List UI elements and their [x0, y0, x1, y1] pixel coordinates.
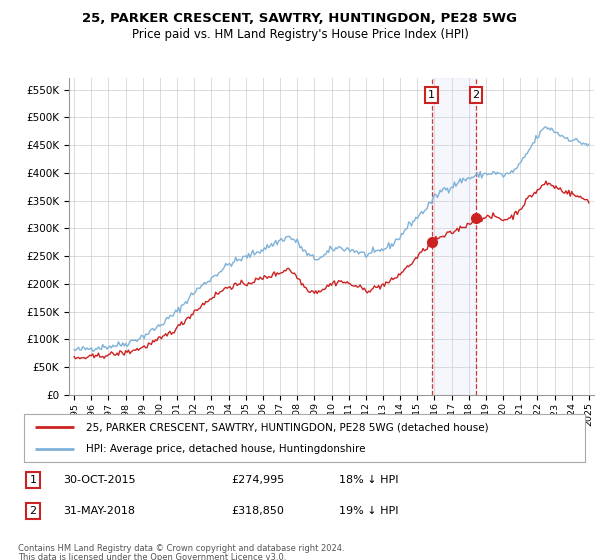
Text: 19% ↓ HPI: 19% ↓ HPI	[339, 506, 398, 516]
Text: This data is licensed under the Open Government Licence v3.0.: This data is licensed under the Open Gov…	[18, 553, 286, 560]
Text: Price paid vs. HM Land Registry's House Price Index (HPI): Price paid vs. HM Land Registry's House …	[131, 28, 469, 41]
Text: 25, PARKER CRESCENT, SAWTRY, HUNTINGDON, PE28 5WG: 25, PARKER CRESCENT, SAWTRY, HUNTINGDON,…	[83, 12, 517, 25]
Text: £274,995: £274,995	[231, 475, 284, 485]
Text: Contains HM Land Registry data © Crown copyright and database right 2024.: Contains HM Land Registry data © Crown c…	[18, 544, 344, 553]
Text: 2: 2	[29, 506, 37, 516]
Text: 25, PARKER CRESCENT, SAWTRY, HUNTINGDON, PE28 5WG (detached house): 25, PARKER CRESCENT, SAWTRY, HUNTINGDON,…	[86, 422, 488, 432]
Text: 1: 1	[29, 475, 37, 485]
Text: HPI: Average price, detached house, Huntingdonshire: HPI: Average price, detached house, Hunt…	[86, 444, 365, 454]
Text: 30-OCT-2015: 30-OCT-2015	[63, 475, 136, 485]
Bar	[431, 78, 476, 395]
Text: £318,850: £318,850	[231, 506, 284, 516]
Text: 18% ↓ HPI: 18% ↓ HPI	[339, 475, 398, 485]
Text: 31-MAY-2018: 31-MAY-2018	[63, 506, 135, 516]
Text: 2: 2	[472, 90, 479, 100]
Text: 1: 1	[428, 90, 435, 100]
